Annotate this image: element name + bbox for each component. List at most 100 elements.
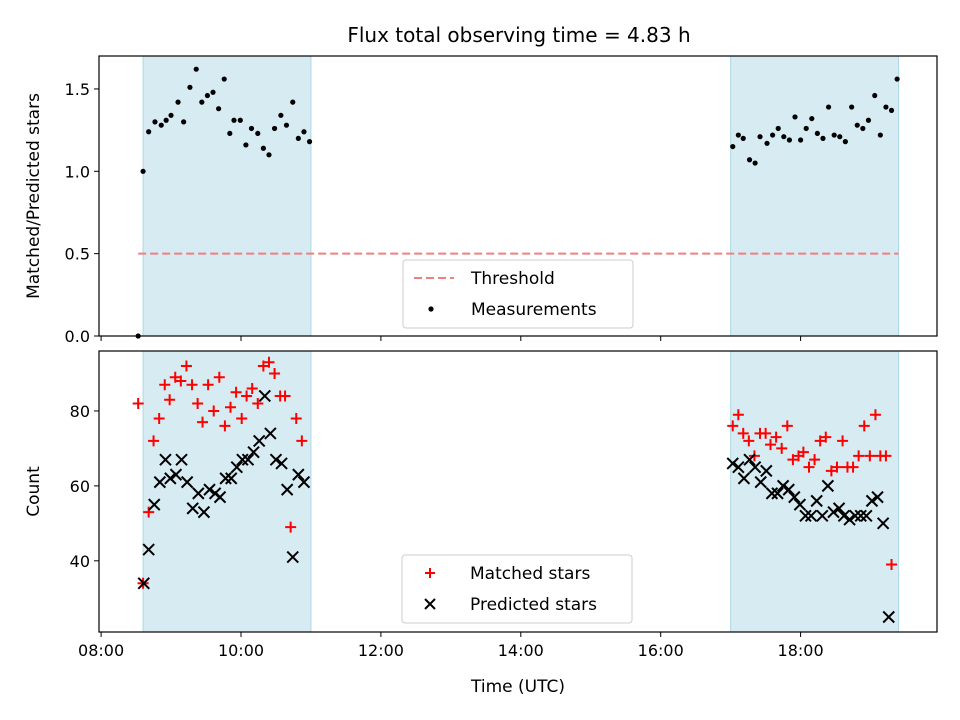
measurement-point	[187, 84, 193, 90]
predicted-star-point	[848, 509, 862, 523]
measurement-point	[792, 114, 798, 120]
matched-star-point	[208, 405, 220, 417]
legend-box	[401, 554, 633, 624]
predicted-star-point	[782, 483, 795, 496]
predicted-star-point	[213, 490, 227, 504]
matched-star-point	[743, 435, 755, 447]
measurement-point	[854, 122, 860, 128]
legend-label: Measurements	[471, 300, 597, 320]
predicted-star-point	[203, 483, 216, 496]
measurement-point	[740, 135, 746, 141]
predicted-star-point	[821, 479, 835, 493]
predicted-star-point	[180, 475, 194, 489]
matched-star-point	[727, 420, 739, 432]
x-tick-label: 14:00	[498, 641, 544, 660]
measurement-point	[842, 139, 848, 145]
matched-star-point	[186, 379, 198, 391]
predicted-star-point	[799, 509, 812, 523]
measurement-point	[883, 104, 889, 110]
matched-star-point	[776, 442, 788, 454]
predicted-star-point	[230, 460, 244, 474]
predicted-star-point	[186, 502, 199, 515]
measurement-point	[865, 117, 872, 123]
matched-star-point	[765, 439, 777, 451]
bottom-axes-frame	[98, 350, 938, 633]
measurement-point	[278, 112, 284, 118]
measurement-point	[175, 99, 181, 105]
matched-star-point	[837, 435, 849, 447]
predicted-star-point	[286, 550, 299, 564]
measurement-point	[770, 132, 776, 138]
measurement-point	[290, 99, 296, 105]
measurement-point	[301, 129, 307, 135]
matched-star-point	[252, 397, 264, 409]
measurement-point	[837, 134, 843, 140]
predicted-star-point	[765, 487, 779, 500]
matched-star-point	[246, 382, 258, 394]
predicted-star-point	[153, 475, 167, 489]
predicted-star-point	[142, 543, 155, 556]
measurement-point	[752, 160, 758, 166]
measurement-point	[888, 107, 895, 113]
measurement-point	[735, 132, 741, 138]
measurement-point	[849, 104, 855, 110]
measurement-point	[193, 66, 199, 72]
predicted-star-point	[275, 457, 288, 470]
matched-star-point	[263, 356, 275, 368]
matched-star-point	[814, 435, 826, 447]
matched-star-point	[732, 409, 744, 421]
legend-label: Predicted stars	[470, 595, 597, 615]
matched-star-point	[202, 379, 214, 391]
matched-star-point	[869, 409, 881, 421]
measurement-point	[786, 137, 793, 143]
measurement-point	[140, 168, 146, 174]
measurement-point	[266, 152, 272, 158]
bottom-shaded-interval	[730, 350, 900, 633]
measurement-point	[814, 130, 820, 137]
predicted-star-point	[148, 498, 161, 511]
predicted-star-point	[754, 475, 767, 489]
measurement-point	[860, 125, 866, 132]
matched-star-point	[825, 465, 837, 477]
predicted-star-point	[280, 483, 294, 496]
measurement-point	[243, 142, 249, 148]
predicted-star-point	[264, 427, 277, 440]
x-axis-label: Time (UTC)	[470, 677, 565, 697]
measurement-point	[781, 134, 787, 140]
matched-star-point	[197, 416, 209, 428]
top-y-tick-label: 1.5	[65, 80, 90, 99]
predicted-star-point	[743, 453, 756, 466]
predicted-star-point	[737, 472, 751, 485]
top-axes-frame	[98, 55, 938, 337]
matched-star-point	[803, 461, 815, 473]
predicted-star-point	[236, 453, 249, 466]
measurement-point	[216, 106, 222, 112]
predicted-star-point	[219, 472, 232, 485]
x-tick-label: 18:00	[778, 641, 824, 660]
predicted-star-point	[224, 472, 238, 485]
measurement-point	[825, 104, 832, 110]
predicted-star-point	[882, 610, 895, 624]
top-y-axis-label: Matched/Predicted stars	[24, 93, 44, 299]
predicted-star-point	[860, 509, 873, 523]
measurement-point	[260, 145, 266, 151]
matched-star-point	[886, 559, 898, 571]
measurement-point	[894, 76, 900, 82]
matched-star-point	[820, 431, 832, 443]
predicted-star-point	[137, 577, 150, 590]
predicted-star-point	[865, 494, 879, 508]
measurement-point	[158, 122, 164, 128]
matched-star-point	[737, 427, 749, 439]
x-tick-label: 16:00	[638, 641, 684, 660]
measurement-point	[803, 125, 809, 132]
top-panel-ratio: 0.0 0.5 1.0 1.5 Matched/Predicted stars Thres…	[24, 55, 938, 346]
predicted-star-point	[876, 517, 890, 530]
top-shaded-interval	[142, 55, 312, 337]
measurement-point	[820, 135, 826, 141]
measurement-point	[199, 99, 205, 105]
predicted-star-point	[810, 494, 823, 508]
matched-star-point	[760, 427, 772, 439]
predicted-star-point	[816, 509, 829, 523]
bottom-y-tick-label: 80	[70, 402, 90, 421]
